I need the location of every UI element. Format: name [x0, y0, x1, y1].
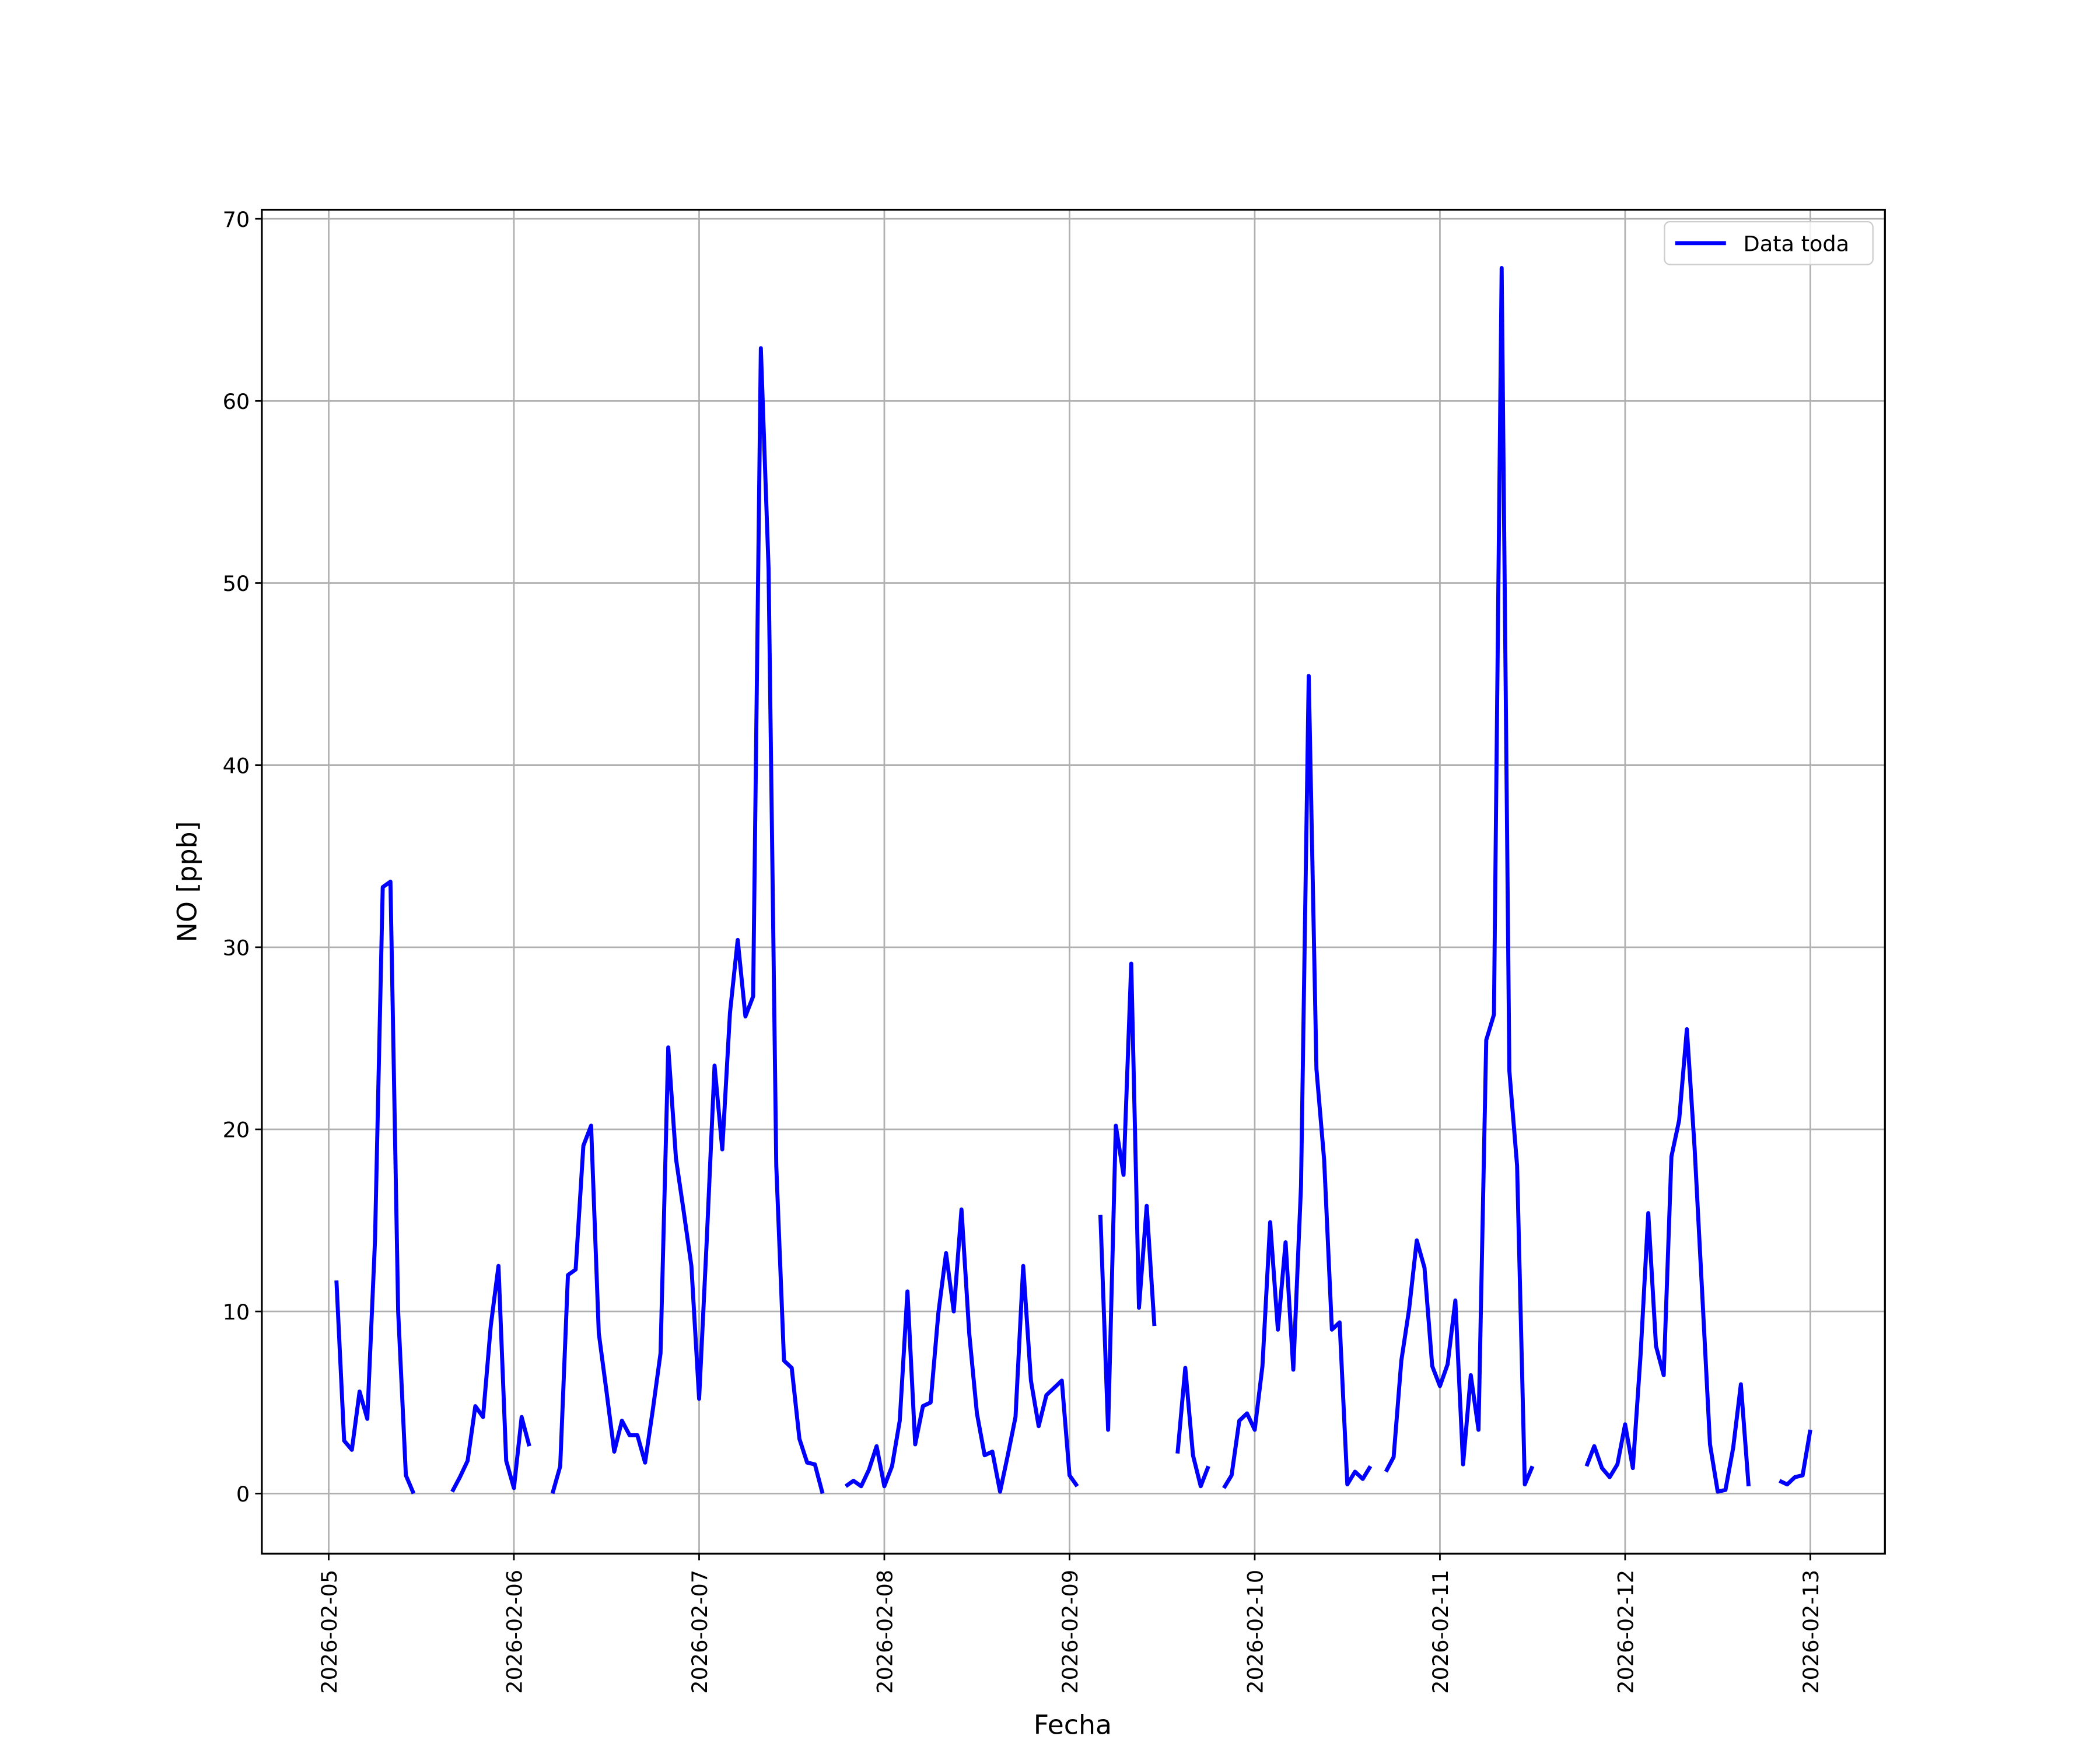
x-tick-label: 2026-02-12	[1614, 1570, 1639, 1694]
y-tick-label: 40	[223, 753, 250, 778]
y-tick-label: 0	[236, 1482, 250, 1507]
y-tick-label: 60	[223, 389, 250, 414]
y-tick-label: 20	[223, 1118, 250, 1143]
y-tick-label: 50	[223, 571, 250, 596]
y-axis-label: NO [ppb]	[172, 821, 203, 943]
x-tick-label: 2026-02-06	[502, 1570, 527, 1694]
y-tick-label: 70	[223, 207, 250, 232]
x-tick-label: 2026-02-08	[873, 1570, 898, 1694]
y-tick-label: 10	[223, 1300, 250, 1325]
plot-frame	[261, 208, 1886, 1555]
x-tick-label: 2026-02-10	[1243, 1570, 1268, 1694]
x-tick-label: 2026-02-05	[317, 1570, 342, 1694]
legend-box	[1664, 221, 1874, 265]
legend-label: Data toda	[1744, 232, 1850, 257]
x-tick-label: 2026-02-09	[1058, 1570, 1083, 1694]
x-tick-label: 2026-02-07	[687, 1570, 712, 1694]
x-tick-label: 2026-02-13	[1798, 1570, 1824, 1694]
x-axis-label: Fecha	[1034, 1709, 1112, 1741]
x-tick-label: 2026-02-11	[1428, 1570, 1453, 1694]
y-tick-label: 30	[223, 936, 250, 961]
data-line	[334, 265, 1812, 1494]
